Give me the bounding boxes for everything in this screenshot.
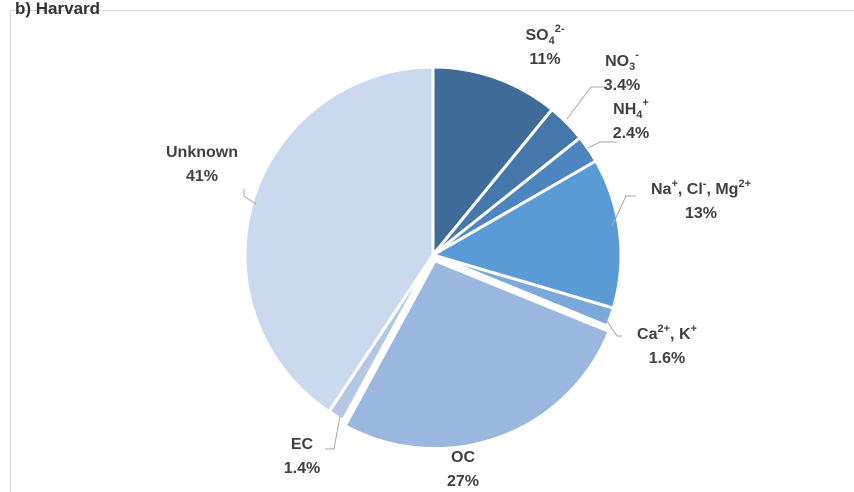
leader-line-7 — [243, 189, 257, 205]
leader-line-4 — [604, 317, 622, 337]
slice-label-name: NH4+ — [613, 97, 649, 121]
leader-lines — [243, 86, 636, 450]
slice-label-name: EC — [291, 436, 314, 453]
slice-labels: SO42- 11% NO3- 3.4% NH4+ 2.4% Na+, Cl-, Mg2+ 13… — [166, 23, 751, 490]
leader-line-6 — [325, 415, 341, 450]
leader-line-2 — [587, 141, 617, 149]
pie-slice-oc — [343, 258, 612, 451]
pie-slice-ca — [432, 253, 616, 328]
slice-label-name: NO3- — [605, 49, 639, 73]
slice-label-value: 1.4% — [284, 460, 320, 477]
slice-label-name: OC — [451, 449, 475, 466]
slice-label-value: 13% — [685, 205, 717, 222]
slice-label-value: 41% — [186, 168, 218, 185]
pie-slices — [243, 65, 623, 451]
slice-label-value: 27% — [447, 473, 479, 490]
slice-label-name: Unknown — [166, 144, 238, 161]
slice-label-value: 3.4% — [604, 77, 640, 94]
slice-label-value: 11% — [529, 51, 560, 68]
pie-slice-so — [431, 65, 555, 260]
slice-label-name: SO42- — [525, 23, 564, 47]
slice-label-name: Na+, Cl-, Mg2+ — [651, 178, 751, 198]
pie-slice-unknown — [243, 65, 435, 414]
slice-label-value: 1.6% — [649, 350, 685, 367]
chart-caption: b) Harvard — [15, 0, 101, 18]
slice-label-value: 2.4% — [613, 125, 649, 142]
pie-slice-na — [429, 158, 623, 311]
chart-frame: b) Harvard — [10, 0, 854, 492]
slice-label-name: Ca2+, K+ — [637, 323, 697, 343]
leader-line-1 — [566, 86, 607, 120]
leader-line-3 — [611, 195, 636, 227]
